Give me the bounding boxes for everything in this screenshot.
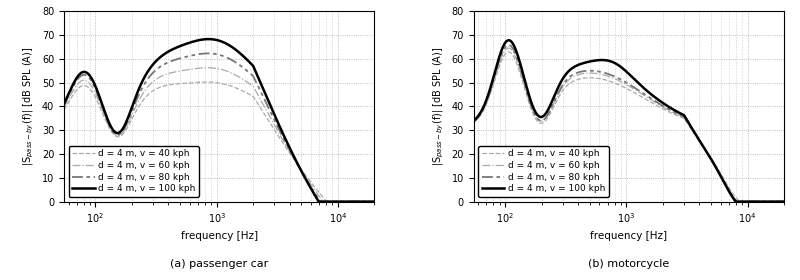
d = 4 m, v = 100 kph [204, 38, 214, 41]
d = 4 m, v = 40 kph [322, 200, 331, 203]
d = 4 m, v = 40 kph [139, 98, 149, 101]
d = 4 m, v = 40 kph [469, 121, 478, 124]
d = 4 m, v = 80 kph [504, 43, 514, 46]
d = 4 m, v = 100 kph [652, 97, 662, 101]
d = 4 m, v = 40 kph [200, 80, 210, 84]
Text: (b) motorcycle: (b) motorcycle [588, 259, 670, 269]
d = 4 m, v = 40 kph [503, 50, 513, 54]
d = 4 m, v = 60 kph [652, 102, 662, 105]
d = 4 m, v = 100 kph [242, 58, 252, 62]
d = 4 m, v = 80 kph [610, 75, 619, 78]
d = 4 m, v = 80 kph [200, 52, 210, 55]
d = 4 m, v = 40 kph [703, 151, 713, 155]
d = 4 m, v = 60 kph [524, 99, 534, 102]
d = 4 m, v = 40 kph [59, 108, 69, 111]
X-axis label: frequency [Hz]: frequency [Hz] [181, 231, 258, 241]
d = 4 m, v = 60 kph [677, 115, 686, 118]
d = 4 m, v = 80 kph [549, 100, 558, 104]
d = 4 m, v = 80 kph [242, 69, 252, 73]
d = 4 m, v = 40 kph [610, 81, 619, 85]
d = 4 m, v = 40 kph [370, 200, 379, 203]
d = 4 m, v = 100 kph [200, 38, 210, 41]
d = 4 m, v = 60 kph [370, 200, 379, 203]
X-axis label: frequency [Hz]: frequency [Hz] [590, 231, 667, 241]
d = 4 m, v = 40 kph [114, 135, 124, 138]
Line: d = 4 m, v = 100 kph: d = 4 m, v = 100 kph [64, 39, 374, 202]
d = 4 m, v = 100 kph [294, 163, 303, 167]
d = 4 m, v = 40 kph [267, 124, 277, 127]
d = 4 m, v = 80 kph [732, 200, 742, 203]
Y-axis label: |S$_{pass-by}$(f)| [dB SPL (A)]: |S$_{pass-by}$(f)| [dB SPL (A)] [22, 47, 36, 166]
d = 4 m, v = 80 kph [469, 120, 478, 123]
d = 4 m, v = 100 kph [504, 39, 514, 42]
d = 4 m, v = 40 kph [652, 104, 662, 108]
Legend: d = 4 m, v = 40 kph, d = 4 m, v = 60 kph, d = 4 m, v = 80 kph, d = 4 m, v = 100 : d = 4 m, v = 40 kph, d = 4 m, v = 60 kph… [478, 146, 609, 197]
Line: d = 4 m, v = 80 kph: d = 4 m, v = 80 kph [474, 45, 784, 202]
Line: d = 4 m, v = 80 kph: d = 4 m, v = 80 kph [64, 53, 374, 202]
Line: d = 4 m, v = 60 kph: d = 4 m, v = 60 kph [474, 48, 784, 202]
d = 4 m, v = 100 kph [731, 200, 741, 203]
d = 4 m, v = 100 kph [370, 200, 379, 203]
d = 4 m, v = 80 kph [114, 133, 124, 136]
d = 4 m, v = 100 kph [267, 107, 277, 110]
d = 4 m, v = 80 kph [703, 152, 713, 156]
d = 4 m, v = 40 kph [677, 116, 686, 119]
Legend: d = 4 m, v = 40 kph, d = 4 m, v = 60 kph, d = 4 m, v = 80 kph, d = 4 m, v = 100 : d = 4 m, v = 40 kph, d = 4 m, v = 60 kph… [69, 146, 199, 197]
d = 4 m, v = 40 kph [524, 101, 534, 105]
d = 4 m, v = 40 kph [202, 80, 211, 84]
Line: d = 4 m, v = 60 kph: d = 4 m, v = 60 kph [64, 68, 374, 202]
d = 4 m, v = 100 kph [610, 61, 619, 65]
d = 4 m, v = 60 kph [202, 66, 212, 69]
d = 4 m, v = 60 kph [703, 152, 713, 155]
d = 4 m, v = 80 kph [524, 98, 534, 101]
d = 4 m, v = 80 kph [316, 200, 326, 203]
d = 4 m, v = 60 kph [779, 200, 789, 203]
d = 4 m, v = 60 kph [114, 134, 124, 137]
d = 4 m, v = 100 kph [549, 95, 558, 99]
d = 4 m, v = 60 kph [200, 66, 210, 69]
Text: (a) passenger car: (a) passenger car [170, 259, 268, 269]
d = 4 m, v = 40 kph [735, 200, 745, 203]
d = 4 m, v = 80 kph [59, 103, 69, 107]
d = 4 m, v = 40 kph [294, 164, 303, 167]
d = 4 m, v = 80 kph [370, 200, 379, 203]
Y-axis label: |S$_{pass-by}$(f)| [dB SPL (A)]: |S$_{pass-by}$(f)| [dB SPL (A)] [432, 47, 446, 166]
d = 4 m, v = 100 kph [114, 131, 124, 134]
d = 4 m, v = 100 kph [524, 94, 534, 97]
d = 4 m, v = 60 kph [733, 200, 742, 203]
d = 4 m, v = 60 kph [59, 106, 69, 109]
d = 4 m, v = 80 kph [267, 113, 277, 116]
d = 4 m, v = 100 kph [59, 102, 69, 106]
d = 4 m, v = 100 kph [703, 152, 713, 155]
d = 4 m, v = 40 kph [549, 105, 558, 108]
d = 4 m, v = 80 kph [294, 164, 303, 167]
d = 4 m, v = 80 kph [203, 52, 213, 55]
d = 4 m, v = 60 kph [549, 101, 558, 105]
d = 4 m, v = 60 kph [139, 90, 149, 94]
d = 4 m, v = 80 kph [652, 101, 662, 104]
d = 4 m, v = 80 kph [139, 83, 149, 87]
d = 4 m, v = 100 kph [779, 200, 789, 203]
d = 4 m, v = 100 kph [469, 119, 478, 122]
d = 4 m, v = 80 kph [677, 114, 686, 117]
d = 4 m, v = 100 kph [677, 112, 686, 116]
d = 4 m, v = 60 kph [610, 77, 619, 80]
Line: d = 4 m, v = 40 kph: d = 4 m, v = 40 kph [474, 52, 784, 202]
d = 4 m, v = 40 kph [779, 200, 789, 203]
Line: d = 4 m, v = 40 kph: d = 4 m, v = 40 kph [64, 82, 374, 202]
d = 4 m, v = 60 kph [503, 46, 513, 50]
d = 4 m, v = 60 kph [469, 120, 478, 123]
d = 4 m, v = 40 kph [242, 92, 252, 95]
d = 4 m, v = 60 kph [318, 200, 328, 203]
d = 4 m, v = 100 kph [139, 77, 149, 80]
d = 4 m, v = 100 kph [314, 200, 324, 203]
Line: d = 4 m, v = 100 kph: d = 4 m, v = 100 kph [474, 40, 784, 202]
d = 4 m, v = 80 kph [779, 200, 789, 203]
d = 4 m, v = 60 kph [242, 81, 252, 84]
d = 4 m, v = 60 kph [267, 118, 277, 122]
d = 4 m, v = 60 kph [294, 164, 303, 167]
